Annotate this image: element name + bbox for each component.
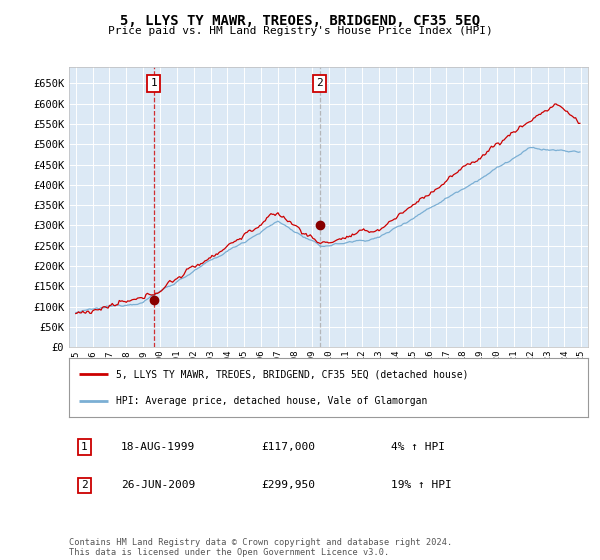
Text: 5, LLYS TY MAWR, TREOES, BRIDGEND, CF35 5EQ: 5, LLYS TY MAWR, TREOES, BRIDGEND, CF35 …	[120, 14, 480, 28]
Text: £299,950: £299,950	[261, 480, 315, 491]
Text: Price paid vs. HM Land Registry's House Price Index (HPI): Price paid vs. HM Land Registry's House …	[107, 26, 493, 36]
Text: 5, LLYS TY MAWR, TREOES, BRIDGEND, CF35 5EQ (detached house): 5, LLYS TY MAWR, TREOES, BRIDGEND, CF35 …	[116, 369, 468, 379]
Text: 18-AUG-1999: 18-AUG-1999	[121, 442, 195, 452]
Text: 26-JUN-2009: 26-JUN-2009	[121, 480, 195, 491]
Text: 2: 2	[316, 78, 323, 88]
Text: 1: 1	[81, 442, 88, 452]
Text: Contains HM Land Registry data © Crown copyright and database right 2024.
This d: Contains HM Land Registry data © Crown c…	[69, 538, 452, 557]
Text: 2: 2	[81, 480, 88, 491]
Text: 19% ↑ HPI: 19% ↑ HPI	[391, 480, 452, 491]
Text: 4% ↑ HPI: 4% ↑ HPI	[391, 442, 445, 452]
Text: 1: 1	[150, 78, 157, 88]
Text: HPI: Average price, detached house, Vale of Glamorgan: HPI: Average price, detached house, Vale…	[116, 396, 427, 407]
Text: £117,000: £117,000	[261, 442, 315, 452]
